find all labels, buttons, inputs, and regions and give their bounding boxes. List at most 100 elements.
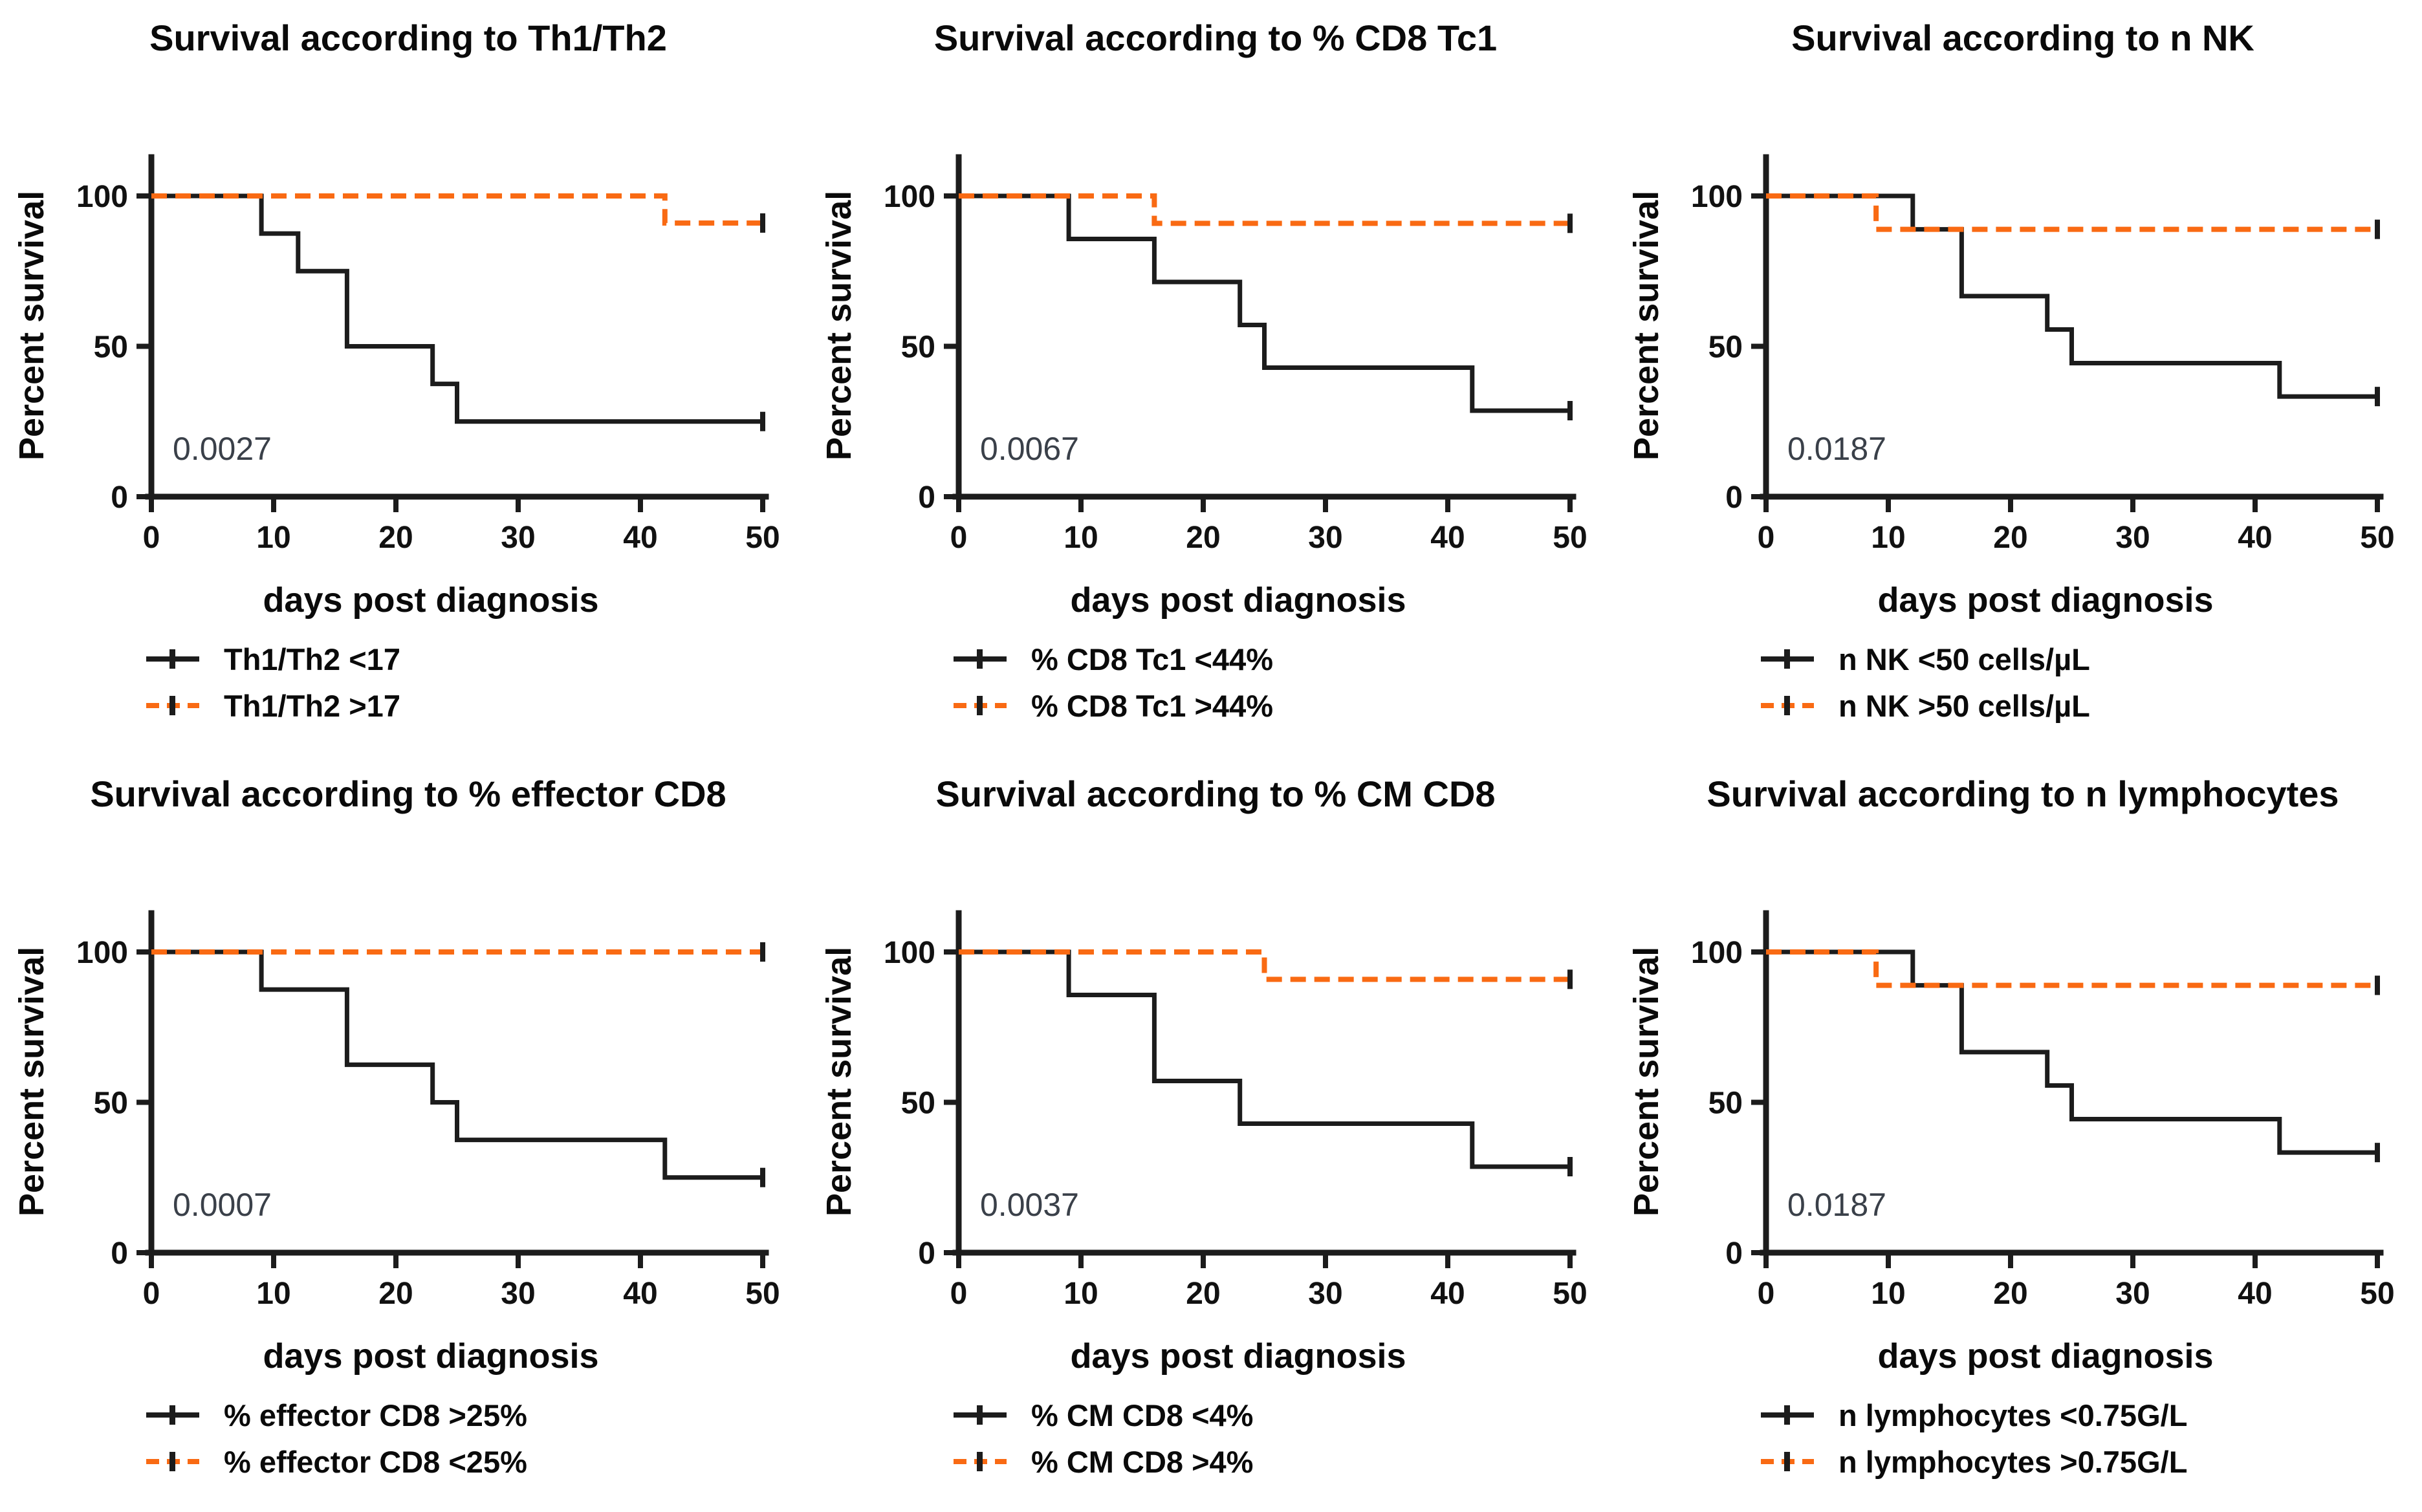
censor-tick-icon: [1784, 1452, 1790, 1471]
svg-text:20: 20: [1186, 1277, 1220, 1311]
plot-area: 0 10 20 30 40 50 0 50 100 0.0007: [54, 829, 798, 1334]
svg-text:40: 40: [623, 1277, 657, 1311]
legend: % CD8 Tc1 <44% % CD8 Tc1 >44%: [954, 640, 1615, 725]
black-solid-line-key: [146, 649, 199, 669]
legend-item: n NK >50 cells/µL: [1761, 686, 2422, 725]
plot-row: Percent survival 0 10 20 30 40 50 0 50 100 0.002…: [9, 73, 807, 578]
legend-label: n NK <50 cells/µL: [1838, 642, 2090, 676]
legend-item: n lymphocytes <0.75G/L: [1761, 1396, 2422, 1434]
svg-text:10: 10: [1064, 1277, 1098, 1311]
svg-text:40: 40: [2238, 521, 2272, 555]
svg-text:50: 50: [1553, 521, 1587, 555]
legend-label: % effector CD8 <25%: [224, 1444, 527, 1479]
svg-text:40: 40: [2238, 1277, 2272, 1311]
orange-dashed-line-key: [1761, 696, 1814, 715]
svg-text:10: 10: [256, 521, 290, 555]
legend-label: % CM CD8 >4%: [1031, 1444, 1254, 1479]
legend-item: % effector CD8 <25%: [146, 1442, 807, 1481]
p-value: 0.0027: [173, 431, 272, 467]
svg-text:50: 50: [901, 330, 935, 365]
y-axis-label: Percent survival: [12, 946, 51, 1216]
svg-text:0: 0: [1758, 521, 1775, 555]
km-plot: 0 10 20 30 40 50 0 50 100: [884, 154, 1587, 555]
legend: n lymphocytes <0.75G/L n lymphocytes >0.…: [1761, 1396, 2422, 1481]
censor-tick-icon: [977, 696, 983, 715]
censor-tick-icon: [169, 696, 175, 715]
svg-text:100: 100: [1691, 180, 1743, 214]
black-solid-line-key: [954, 649, 1007, 669]
svg-text:10: 10: [256, 1277, 290, 1311]
plot-area: 0 10 20 30 40 50 0 50 100 0.0027: [54, 73, 798, 578]
svg-text:0: 0: [1725, 1237, 1743, 1271]
censor-tick-icon: [1784, 1405, 1790, 1425]
x-axis-label: days post diagnosis: [1877, 581, 2214, 620]
legend-label: n lymphocytes >0.75G/L: [1838, 1444, 2188, 1479]
x-axis-label: days post diagnosis: [1070, 1337, 1406, 1376]
panel-cm-cd8: Survival according to % CM CD8 Percent s…: [807, 756, 1615, 1512]
svg-text:20: 20: [1993, 1277, 2027, 1311]
plot-row: Percent survival 0 10 20 30 40 50 0 50 100 0.018…: [1624, 829, 2422, 1334]
orange-dashed-line-key: [1761, 1452, 1814, 1471]
svg-text:0: 0: [111, 481, 128, 515]
censor-tick-icon: [1784, 649, 1790, 669]
censor-tick-icon: [977, 1405, 983, 1425]
p-value: 0.0007: [173, 1187, 272, 1223]
p-value: 0.0067: [980, 431, 1079, 467]
y-axis-label: Percent survival: [1627, 946, 1666, 1216]
legend-item: n lymphocytes >0.75G/L: [1761, 1442, 2422, 1481]
legend: % effector CD8 >25% % effector CD8 <25%: [146, 1396, 807, 1481]
km-plot: 0 10 20 30 40 50 0 50 100: [1691, 154, 2395, 555]
chart-title: Survival according to n lymphocytes: [1707, 773, 2339, 814]
legend-item: % CM CD8 >4%: [954, 1442, 1615, 1481]
panel-n-nk: Survival according to n NK Percent survi…: [1615, 0, 2422, 756]
black-solid-line-key: [1761, 1405, 1814, 1425]
x-axis-label: days post diagnosis: [263, 581, 599, 620]
plot-row: Percent survival 0 10 20 30 40 50 0 50 100 0.006…: [816, 73, 1615, 578]
svg-text:20: 20: [1186, 521, 1220, 555]
censor-tick-icon: [169, 649, 175, 669]
svg-text:40: 40: [1430, 521, 1465, 555]
y-axis-label: Percent survival: [12, 190, 51, 460]
svg-text:0: 0: [143, 1277, 160, 1311]
svg-text:0: 0: [918, 481, 935, 515]
svg-text:30: 30: [1308, 1277, 1342, 1311]
censor-tick-icon: [169, 1405, 175, 1425]
chart-title: Survival according to % effector CD8: [90, 773, 726, 814]
x-axis-label: days post diagnosis: [1877, 1337, 2214, 1376]
svg-text:50: 50: [1708, 330, 1743, 365]
svg-text:20: 20: [1993, 521, 2027, 555]
svg-text:10: 10: [1871, 1277, 1905, 1311]
legend: n NK <50 cells/µL n NK >50 cells/µL: [1761, 640, 2422, 725]
svg-text:50: 50: [1553, 1277, 1587, 1311]
svg-text:50: 50: [94, 1086, 128, 1121]
chart-title: Survival according to % CM CD8: [935, 773, 1496, 814]
svg-text:20: 20: [378, 521, 413, 555]
chart-title: Survival according to n NK: [1791, 17, 2254, 58]
svg-text:100: 100: [1691, 936, 1743, 970]
svg-text:30: 30: [2115, 521, 2150, 555]
y-axis-label: Percent survival: [820, 190, 858, 460]
plot-row: Percent survival 0 10 20 30 40 50 0 50 100 0.000…: [9, 829, 807, 1334]
svg-text:100: 100: [76, 936, 128, 970]
svg-text:0: 0: [1758, 1277, 1775, 1311]
legend-item: % CD8 Tc1 <44%: [954, 640, 1615, 678]
legend-label: % CD8 Tc1 >44%: [1031, 688, 1274, 723]
svg-text:100: 100: [76, 180, 128, 214]
legend-label: % CD8 Tc1 <44%: [1031, 642, 1274, 676]
legend-label: Th1/Th2 >17: [224, 688, 400, 723]
x-axis-label: days post diagnosis: [263, 1337, 599, 1376]
svg-text:10: 10: [1064, 521, 1098, 555]
legend: % CM CD8 <4% % CM CD8 >4%: [954, 1396, 1615, 1481]
legend-item: % effector CD8 >25%: [146, 1396, 807, 1434]
svg-text:50: 50: [2360, 1277, 2394, 1311]
svg-text:0: 0: [950, 521, 968, 555]
panel-effector-cd8: Survival according to % effector CD8 Per…: [0, 756, 807, 1512]
svg-text:0: 0: [143, 521, 160, 555]
svg-text:0: 0: [1725, 481, 1743, 515]
orange-dashed-line-key: [146, 1452, 199, 1471]
black-solid-line-key: [1761, 649, 1814, 669]
svg-text:0: 0: [918, 1237, 935, 1271]
legend-label: n lymphocytes <0.75G/L: [1838, 1398, 2188, 1432]
legend-item: Th1/Th2 <17: [146, 640, 807, 678]
km-plot: 0 10 20 30 40 50 0 50 100: [76, 154, 780, 555]
